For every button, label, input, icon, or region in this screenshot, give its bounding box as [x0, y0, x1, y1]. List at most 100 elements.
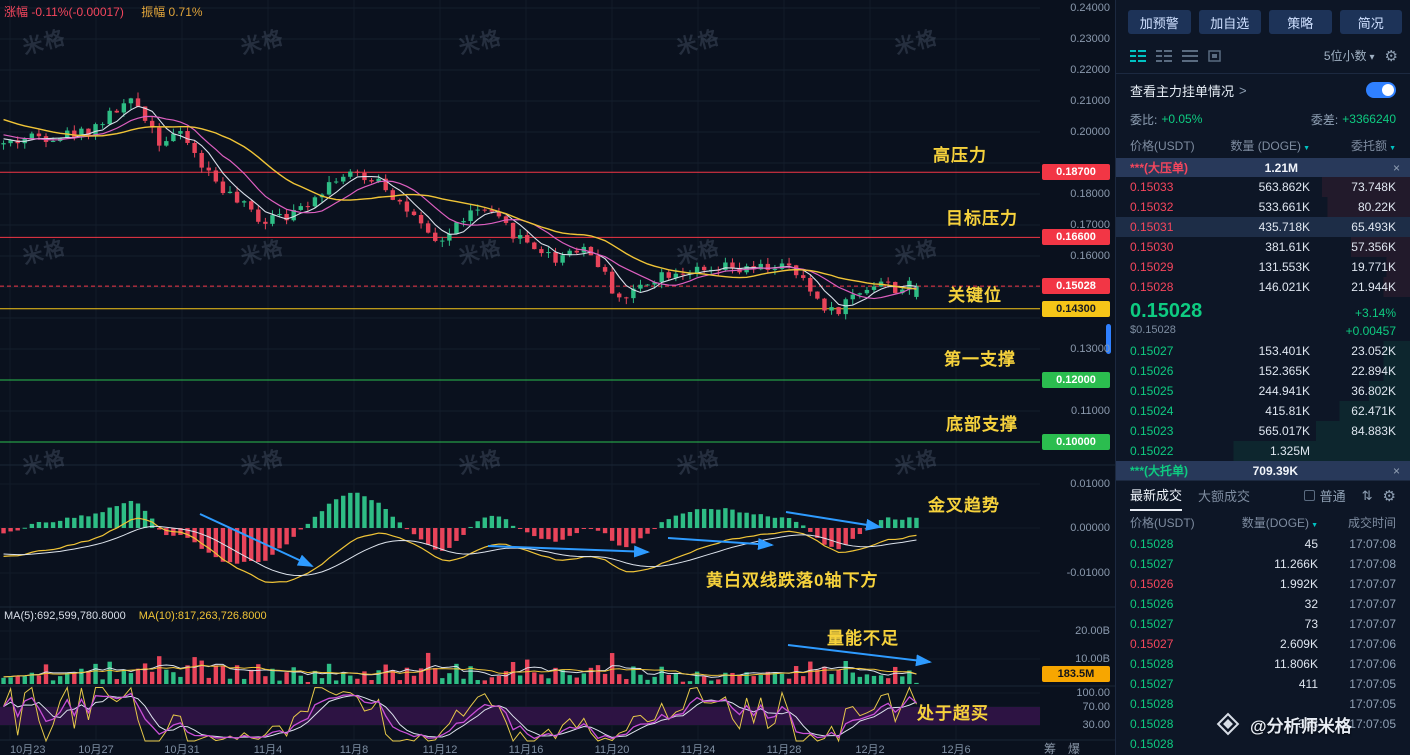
close-icon[interactable]: ×: [1392, 160, 1400, 175]
trade-price: 0.15028: [1130, 657, 1174, 671]
sort-icon[interactable]: ⇅: [1361, 487, 1373, 503]
trade-row[interactable]: 0.15026 32 17:07:07: [1116, 594, 1410, 614]
order-amount: 23.052K: [1351, 344, 1396, 358]
analyst-handle: @分析师米格: [1250, 716, 1352, 736]
date-axis-label: 11月20: [594, 744, 630, 755]
trade-qty: 32: [1304, 597, 1318, 611]
main-order-toggle[interactable]: [1366, 82, 1396, 98]
orderbook-view-asks-icon[interactable]: [1156, 49, 1172, 62]
main-order-link-label: 查看主力挂单情况: [1130, 83, 1235, 99]
panel-button-1[interactable]: 加自选: [1198, 10, 1261, 34]
price-axis-label: 0.22000: [1070, 64, 1110, 76]
tab-large-trades[interactable]: 大额成交: [1198, 489, 1251, 504]
trade-qty: 333: [1297, 717, 1318, 731]
trade-qty: 45: [1304, 537, 1318, 551]
trade-time: 17:07:05: [1349, 677, 1396, 691]
trade-row[interactable]: 0.15027 2.609K 17:07:06: [1116, 634, 1410, 654]
orderbook-ask-row[interactable]: 0.15028 146.021K 21.944K: [1116, 277, 1410, 297]
filter-icon[interactable]: ▼: [1311, 521, 1318, 529]
orderbook-bid-row[interactable]: 0.15022 1.325M: [1116, 441, 1410, 461]
trade-row[interactable]: 0.15027 411 17:07:05: [1116, 674, 1410, 694]
trade-price: 0.15028: [1130, 537, 1174, 551]
weicha-value: +3366240: [1342, 112, 1396, 126]
order-qty: 146.021K: [1258, 280, 1310, 294]
chart-header: 涨幅 -0.11%(-0.00017) 振幅 0.71%: [4, 3, 203, 20]
date-axis-label: 11月28: [766, 744, 802, 755]
candlestick-chart[interactable]: [0, 0, 1115, 755]
main-order-link[interactable]: 查看主力挂单情况 >: [1116, 74, 1410, 106]
trades-header: 价格(USDT) 数量(DOGE) ▼ 成交时间: [1116, 510, 1410, 534]
order-price: 0.15026: [1130, 364, 1174, 378]
order-price: 0.15031: [1130, 220, 1174, 234]
chart-annotation: 高压力: [933, 146, 987, 165]
orderbook-view-bids-icon[interactable]: [1182, 49, 1198, 62]
chip-button-2[interactable]: 爆: [1068, 742, 1081, 755]
trade-row[interactable]: 0.15028 333 17:07:05: [1116, 714, 1410, 734]
order-qty: 152.365K: [1258, 364, 1310, 378]
trade-qty: 2.609K: [1279, 637, 1318, 651]
trade-row[interactable]: 0.15026 1.992K 17:07:07: [1116, 574, 1410, 594]
order-amount: 73.748K: [1351, 180, 1396, 194]
order-qty: 153.401K: [1258, 344, 1310, 358]
price-level-badge: 0.15028: [1042, 278, 1110, 295]
trade-row[interactable]: 0.15028 17:07:05: [1116, 694, 1410, 714]
chip-button-1[interactable]: 筹: [1044, 742, 1057, 755]
trade-row[interactable]: 0.15027 11.266K 17:07:08: [1116, 554, 1410, 574]
normal-filter-label: 普通: [1319, 489, 1346, 504]
trades-settings-icon[interactable]: ⚙: [1382, 487, 1396, 505]
orderbook-bid-row[interactable]: 0.15025 244.941K 36.802K: [1116, 381, 1410, 401]
trade-row[interactable]: 0.15028 11.806K 17:07:06: [1116, 654, 1410, 674]
trade-row[interactable]: 0.15027 73 17:07:07: [1116, 614, 1410, 634]
trade-row[interactable]: 0.15028: [1116, 734, 1410, 754]
big-ask-order-row[interactable]: ***(大压单) 1.21M ×: [1116, 158, 1410, 177]
ratio-row: 委比: +0.05% 委差: +3366240: [1116, 106, 1410, 132]
orderbook-ask-row[interactable]: 0.15031 435.718K 65.493K: [1116, 217, 1410, 237]
bids-list: 0.15027 153.401K 23.052K 0.15026 152.365K 22.…: [1116, 341, 1410, 461]
orderbook-settings-icon[interactable]: ⚙: [1384, 47, 1398, 65]
date-axis-label: 10月23: [10, 744, 46, 755]
tab-latest-trades[interactable]: 最新成交: [1130, 481, 1183, 511]
trade-qty: 73: [1304, 617, 1318, 631]
trade-qty: 11.266K: [1274, 557, 1318, 571]
orderbook-bid-row[interactable]: 0.15024 415.81K 62.471K: [1116, 401, 1410, 421]
orderbook-bid-row[interactable]: 0.15027 153.401K 23.052K: [1116, 341, 1410, 361]
panel-button-2[interactable]: 策略: [1269, 10, 1332, 34]
change-percent: +3.14%: [1354, 306, 1396, 320]
orderbook-bid-row[interactable]: 0.15023 565.017K 84.883K: [1116, 421, 1410, 441]
order-amount: 22.894K: [1351, 364, 1396, 378]
order-qty: 565.017K: [1258, 424, 1310, 438]
orderbook-view-both-icon[interactable]: [1130, 49, 1146, 62]
panel-button-0[interactable]: 加预警: [1128, 10, 1191, 34]
big-ask-label: ***(大压单): [1130, 161, 1189, 175]
filter-icon[interactable]: ▼: [1389, 144, 1396, 152]
price-axis-label: 0.23000: [1070, 33, 1110, 45]
orderbook-popout-icon[interactable]: [1208, 49, 1222, 62]
analyst-logo-icon: [1216, 712, 1240, 736]
trade-row[interactable]: 0.15028 45 17:07:08: [1116, 534, 1410, 554]
orderbook-ask-row[interactable]: 0.15033 563.862K 73.748K: [1116, 177, 1410, 197]
chart-area: 涨幅 -0.11%(-0.00017) 振幅 0.71% MA(5):692,5…: [0, 0, 1115, 755]
chip-buttons[interactable]: 筹 爆: [1044, 740, 1080, 755]
orderbook-ask-row[interactable]: 0.15029 131.553K 19.771K: [1116, 257, 1410, 277]
price-axis-label: 0.13000: [1070, 343, 1110, 355]
orderbook-bid-row[interactable]: 0.15026 152.365K 22.894K: [1116, 361, 1410, 381]
normal-filter-checkbox[interactable]: [1303, 490, 1315, 501]
filter-icon[interactable]: ▼: [1303, 144, 1310, 152]
orderbook-ask-row[interactable]: 0.15030 381.61K 57.356K: [1116, 237, 1410, 257]
orderbook-ask-row[interactable]: 0.15032 533.661K 80.22K: [1116, 197, 1410, 217]
trade-time: 17:07:08: [1349, 557, 1396, 571]
chevron-down-icon: ▾: [1369, 52, 1375, 63]
toggle-knob: [1382, 84, 1394, 96]
trade-price: 0.15027: [1130, 637, 1174, 651]
big-bid-label: ***(大托单): [1130, 464, 1189, 478]
scrollbar-thumb[interactable]: [1106, 324, 1111, 354]
chart-annotation: 金叉趋势: [928, 496, 1000, 515]
chart-annotation: 处于超买: [917, 704, 989, 723]
panel-button-3[interactable]: 简况: [1339, 10, 1402, 34]
asks-list: 0.15033 563.862K 73.748K 0.15032 533.661K 80.…: [1116, 177, 1410, 297]
big-bid-order-row[interactable]: ***(大托单) 709.39K ×: [1116, 461, 1410, 480]
decimal-precision-select[interactable]: 5位小数 ▾: [1324, 47, 1375, 64]
panel-action-buttons: 加预警 加自选 策略 简况: [1116, 0, 1410, 44]
close-icon[interactable]: ×: [1392, 463, 1400, 478]
